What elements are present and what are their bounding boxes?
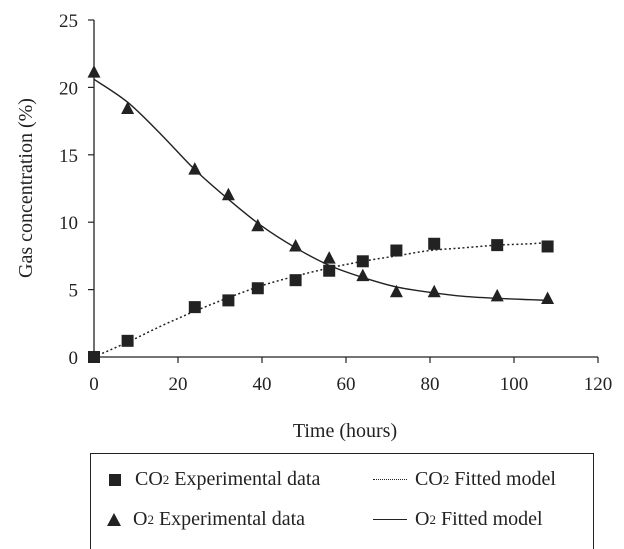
legend-o2-fitted: O 2 Fitted model bbox=[373, 508, 543, 531]
legend-label-rest: Fitted model bbox=[454, 468, 556, 490]
o2-data-point bbox=[322, 251, 336, 264]
x-tick-label: 60 bbox=[337, 374, 356, 395]
legend-subscript: 2 bbox=[162, 471, 170, 487]
y-tick-label: 15 bbox=[59, 146, 78, 167]
o2-data-point bbox=[490, 288, 504, 302]
legend-subscript: 2 bbox=[429, 511, 436, 527]
solid-line-icon bbox=[373, 519, 407, 520]
o2-data-point bbox=[87, 65, 101, 78]
co2-data-point bbox=[428, 237, 441, 250]
o2-data-point bbox=[221, 187, 235, 201]
legend-o2-experimental: O 2 Experimental data bbox=[107, 508, 305, 531]
co2-data-point bbox=[121, 334, 134, 347]
o2-data-point bbox=[188, 162, 202, 175]
chart-marks bbox=[87, 65, 555, 363]
co2-data-point bbox=[491, 239, 504, 252]
o2-data-point bbox=[251, 218, 265, 232]
dotted-line-icon bbox=[373, 479, 407, 480]
axes: 0 20 40 60 80 100 120 0 5 10 15 20 25 bbox=[59, 11, 612, 395]
legend-label: O bbox=[133, 508, 148, 530]
legend-co2-fitted: CO 2 Fitted model bbox=[373, 468, 556, 491]
x-tick-label: 100 bbox=[500, 374, 529, 395]
legend-label: CO bbox=[415, 468, 443, 490]
x-tick-label: 120 bbox=[584, 374, 613, 395]
y-axis-title: Gas concentration (%) bbox=[15, 98, 37, 278]
y-tick-label: 25 bbox=[59, 11, 78, 32]
o2-fitted-line bbox=[93, 78, 548, 302]
x-tick-label: 40 bbox=[253, 374, 272, 395]
co2-data-point bbox=[188, 301, 201, 314]
y-tick-label: 5 bbox=[69, 281, 79, 302]
o2-data-point bbox=[121, 101, 135, 114]
co2-data-point bbox=[251, 282, 264, 295]
co2-data-point bbox=[222, 294, 235, 307]
x-tick-label: 20 bbox=[169, 374, 188, 395]
x-tick-label: 80 bbox=[421, 374, 440, 395]
o2-data-point bbox=[356, 268, 370, 282]
square-marker-icon bbox=[109, 473, 121, 486]
co2-data-point bbox=[289, 274, 302, 287]
co2-data-point bbox=[356, 255, 369, 268]
co2-data-point bbox=[390, 244, 403, 257]
legend-label-rest: Experimental data bbox=[158, 508, 305, 530]
x-axis-title: Time (hours) bbox=[293, 420, 397, 442]
legend-label-rest: Experimental data bbox=[174, 468, 321, 490]
o2-data-point bbox=[389, 284, 403, 298]
co2-data-point bbox=[88, 351, 100, 363]
o2-data-point bbox=[289, 238, 303, 252]
co2-data-point bbox=[541, 240, 554, 253]
legend-label: O bbox=[415, 508, 430, 530]
legend-subscript: 2 bbox=[147, 511, 154, 527]
legend-subscript: 2 bbox=[442, 471, 450, 487]
legend-co2-experimental: CO 2 Experimental data bbox=[109, 468, 320, 491]
triangle-marker-icon bbox=[107, 513, 121, 526]
o2-data-point bbox=[541, 291, 555, 305]
legend-label-rest: Fitted model bbox=[440, 508, 543, 530]
co2-fitted-line bbox=[93, 241, 548, 358]
y-tick-label: 10 bbox=[59, 213, 78, 234]
legend-label: CO bbox=[135, 468, 163, 490]
y-tick-label: 0 bbox=[69, 348, 79, 369]
chart-plot-area: 0 20 40 60 80 100 120 0 5 10 15 20 25 Time (hours) G… bbox=[15, 11, 612, 442]
co2-data-point bbox=[323, 264, 336, 277]
x-tick-label: 0 bbox=[89, 374, 99, 395]
o2-data-point bbox=[427, 284, 441, 298]
y-tick-label: 20 bbox=[59, 78, 78, 99]
